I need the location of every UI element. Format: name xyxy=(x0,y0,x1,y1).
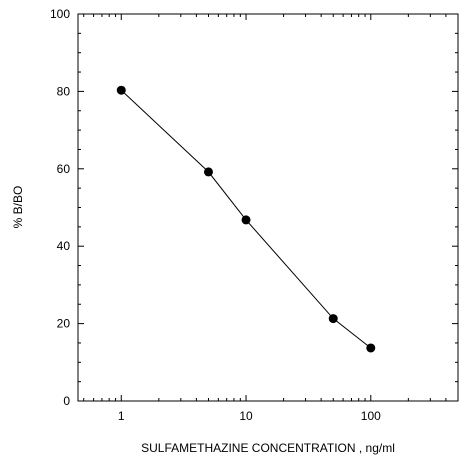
y-tick-label: 20 xyxy=(57,317,71,331)
x-tick-label: 1 xyxy=(118,409,125,423)
x-axis-label: SULFAMETHAZINE CONCENTRATION , ng/ml xyxy=(141,441,395,455)
x-tick-label: 10 xyxy=(239,409,253,423)
data-series xyxy=(116,85,376,353)
y-tick-label: 0 xyxy=(63,394,70,408)
axis-ticks xyxy=(78,13,459,402)
data-point xyxy=(241,215,251,225)
data-point xyxy=(116,85,126,95)
x-tick-label: 100 xyxy=(361,409,381,423)
y-tick-label: 60 xyxy=(57,162,71,176)
data-point xyxy=(328,314,338,324)
y-tick-label: 40 xyxy=(57,239,71,253)
data-point xyxy=(203,167,213,177)
data-point xyxy=(366,343,376,353)
y-tick-label: 80 xyxy=(57,84,71,98)
y-tick-label: 100 xyxy=(50,7,70,21)
y-axis-label: % B/BO xyxy=(11,186,25,229)
tick-labels: 0 20 40 60 80 100 1 10 100 xyxy=(50,7,381,423)
plot-frame xyxy=(77,13,459,402)
